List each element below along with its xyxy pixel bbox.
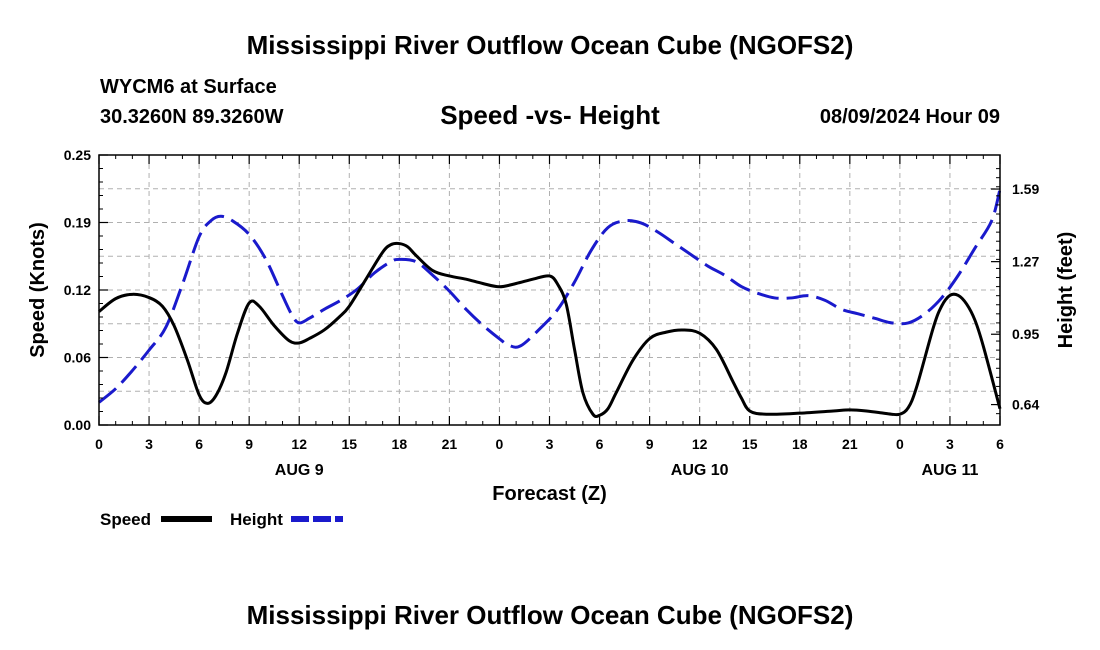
y-tick-label: 0.06	[64, 350, 91, 366]
y2-tick-label: 1.59	[1012, 181, 1039, 197]
legend-speed-label: Speed	[100, 510, 151, 529]
height-series-line	[98, 188, 1002, 404]
date-label: AUG 10	[671, 462, 729, 479]
axis-labels: 0 3 6 9 12 15 18 21 0 3 6 9 12 15 18 21 0 3 6 AUG 9 AUG 10 AU…	[64, 147, 1040, 479]
y-tick-label: 0.25	[64, 147, 91, 163]
y2-tick-label: 1.27	[1012, 254, 1039, 270]
x-tick-label: 9	[245, 436, 253, 452]
chart-footer-title: Mississippi River Outflow Ocean Cube (NG…	[246, 600, 854, 630]
axis-ticks	[98, 154, 1001, 426]
x-tick-label: 12	[291, 436, 307, 452]
speed-series-line	[98, 241, 1002, 418]
x-tick-label: 6	[596, 436, 604, 452]
x-axis-title: Forecast (Z)	[492, 483, 606, 505]
x-tick-label: 0	[896, 436, 904, 452]
grid-lines	[99, 155, 1000, 425]
x-tick-label: 6	[996, 436, 1004, 452]
x-tick-label: 21	[442, 436, 458, 452]
x-tick-label: 0	[496, 436, 504, 452]
series-layer	[98, 188, 1002, 418]
chart-subtitle: Speed -vs- Height	[440, 100, 660, 130]
legend-height-label: Height	[230, 510, 283, 529]
x-tick-label: 18	[792, 436, 808, 452]
y-axis-title: Speed (Knots)	[27, 222, 49, 358]
station-coordinates: 30.3260N 89.3260W	[100, 106, 284, 128]
legend: Speed Height	[100, 510, 343, 529]
x-tick-label: 15	[341, 436, 357, 452]
date-label: AUG 9	[275, 462, 324, 479]
x-tick-label: 9	[646, 436, 654, 452]
x-tick-label: 3	[145, 436, 153, 452]
date-label: AUG 11	[921, 462, 978, 479]
x-tick-label: 3	[546, 436, 554, 452]
x-tick-label: 3	[946, 436, 954, 452]
y-tick-label: 0.00	[64, 417, 91, 433]
y-tick-label: 0.12	[64, 282, 91, 298]
x-tick-label: 6	[195, 436, 203, 452]
x-tick-label: 18	[392, 436, 408, 452]
forecast-datetime: 08/09/2024 Hour 09	[819, 106, 1000, 128]
x-tick-label: 21	[842, 436, 858, 452]
y2-tick-label: 0.95	[1012, 326, 1039, 342]
y2-tick-label: 0.64	[1012, 397, 1039, 413]
station-label: WYCM6 at Surface	[100, 76, 277, 98]
chart-main-title: Mississippi River Outflow Ocean Cube (NG…	[246, 30, 854, 60]
y2-axis-title: Height (feet)	[1055, 232, 1077, 349]
x-tick-label: 15	[742, 436, 758, 452]
x-tick-label: 12	[692, 436, 708, 452]
x-tick-label: 0	[95, 436, 103, 452]
y-tick-label: 0.19	[64, 215, 91, 231]
